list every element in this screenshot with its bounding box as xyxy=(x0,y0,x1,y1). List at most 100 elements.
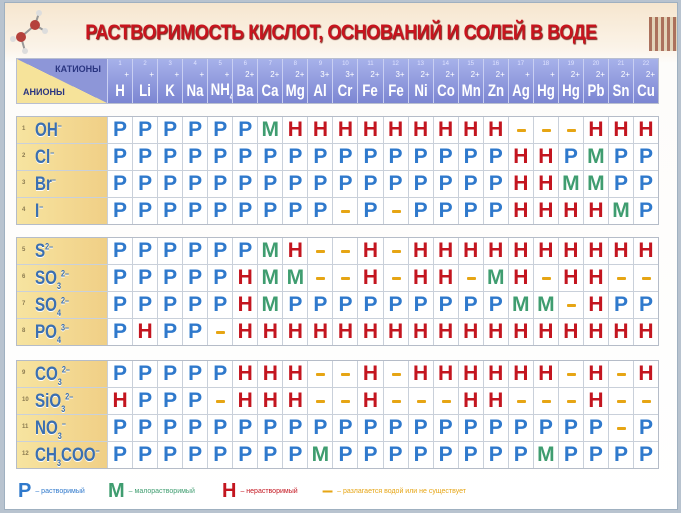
solubility-cell-soluble: P xyxy=(132,171,158,197)
anion-subscript: 3 xyxy=(56,457,61,468)
solubility-cell-soluble: P xyxy=(432,198,458,224)
table-row: 2 Cl– P P P P P P P P P P P P P P P P H H P M P P xyxy=(17,143,659,170)
anion-subscript: 3 xyxy=(61,403,66,414)
solubility-cell-insoluble: H xyxy=(432,319,458,345)
cation-index: 5 xyxy=(218,61,222,67)
solubility-cells: PPPPPHMMDDHDHHDMHDHHDD xyxy=(107,265,659,291)
anion-formula: SO42– xyxy=(35,295,69,318)
cation-charge: 2+ xyxy=(295,70,305,79)
anion-subscript: 3 xyxy=(57,430,62,441)
solubility-cell-insoluble: H xyxy=(632,319,659,345)
solubility-cell-insoluble: H xyxy=(432,117,458,143)
solubility-cell-slightly-soluble: M xyxy=(307,442,333,468)
anion-index: 11 xyxy=(22,424,29,430)
table-row: 4I–PPPPPPPPPDPDPPPPHHHHMP xyxy=(17,197,659,224)
solubility-cell-soluble: P xyxy=(207,144,233,170)
cation-index: 20 xyxy=(592,61,600,67)
solubility-cell-soluble: P xyxy=(307,198,333,224)
solubility-cell-insoluble: H xyxy=(582,238,608,264)
solubility-cell-soluble: P xyxy=(632,292,659,318)
solubility-cell-insoluble: H xyxy=(282,238,308,264)
cation-header-cell: 15 2+ Mn xyxy=(457,59,483,103)
cation-formula: Ag xyxy=(511,81,530,100)
cation-charge: + xyxy=(550,70,555,79)
anion-symbol: SiO xyxy=(35,391,62,412)
anion-index: 8 xyxy=(22,328,26,334)
anion-charge: – xyxy=(50,147,55,158)
cation-symbol: Na xyxy=(186,81,205,101)
solubility-cell-slightly-soluble: M xyxy=(282,265,308,291)
solubility-cell-soluble: P xyxy=(182,361,208,387)
legend-item-slightly-soluble: М – малорастворимый xyxy=(108,480,195,503)
solubility-cell-insoluble: H xyxy=(482,388,508,414)
anion-symbol: SO xyxy=(35,295,57,316)
solubility-cell-decomposes: D xyxy=(407,388,433,414)
cation-symbol: Mg xyxy=(286,81,305,101)
solubility-cell-soluble: P xyxy=(432,144,458,170)
solubility-cell-insoluble: H xyxy=(632,238,659,264)
solubility-cell-decomposes: D xyxy=(507,117,533,143)
solubility-cells: PPPPPPPPPPPPPPPPPPPPDP xyxy=(107,415,659,441)
cation-header-cell: 21 2+ Sn xyxy=(607,59,633,103)
solubility-cell-soluble: P xyxy=(232,442,258,468)
solubility-cell-insoluble: H xyxy=(582,319,608,345)
cation-charge: 2+ xyxy=(370,70,380,79)
solubility-cell-insoluble: H xyxy=(457,117,483,143)
legend-symbol: Н xyxy=(222,480,237,502)
solubility-cell-insoluble: H xyxy=(332,319,358,345)
anion-symbol: SO xyxy=(35,268,57,289)
solubility-cell-soluble: P xyxy=(132,198,158,224)
anion-charge: 2– xyxy=(61,364,70,375)
cation-index: 1 xyxy=(118,61,122,67)
cation-formula: H xyxy=(115,81,125,100)
solubility-cell-soluble: P xyxy=(232,171,258,197)
solubility-cell-soluble: P xyxy=(632,144,659,170)
solubility-cell-soluble: P xyxy=(132,442,158,468)
solubility-cell-soluble: P xyxy=(182,388,208,414)
solubility-cell-insoluble: H xyxy=(407,361,433,387)
solubility-cell-insoluble: H xyxy=(132,319,158,345)
cation-header-cell: 6 2+ Ba xyxy=(232,59,258,103)
anion-charge: 2– xyxy=(60,295,69,306)
solubility-cell-soluble: P xyxy=(182,171,208,197)
solubility-cells: PHPPDHHHHHHHHHHHHHHHHH xyxy=(107,319,659,345)
solubility-cell-soluble: P xyxy=(557,442,583,468)
solubility-cell-insoluble: H xyxy=(432,265,458,291)
solubility-cell-soluble: P xyxy=(382,442,408,468)
solubility-cell-soluble: P xyxy=(207,292,233,318)
solubility-cell-soluble: P xyxy=(157,361,183,387)
solubility-cell-soluble: P xyxy=(357,442,383,468)
solubility-cell-soluble: P xyxy=(457,144,483,170)
solubility-cell-insoluble: H xyxy=(407,117,433,143)
cation-charge: 2+ xyxy=(270,70,280,79)
cation-charge: 3+ xyxy=(320,70,330,79)
cation-index: 12 xyxy=(392,61,399,67)
anion-symbol: I xyxy=(35,201,40,222)
solubility-cell-insoluble: H xyxy=(507,238,533,264)
solubility-cells: PPPPPHHHDDHDHHHHHHDHDH xyxy=(107,361,659,387)
page-title: РАСТВОРИМОСТЬ КИСЛОТ, ОСНОВАНИЙ И СОЛЕЙ … xyxy=(85,21,597,44)
solubility-cell-decomposes: D xyxy=(207,388,233,414)
cation-header-cell: 5+NH4 xyxy=(207,59,233,103)
solubility-cell-insoluble: H xyxy=(232,319,258,345)
solubility-cell-soluble: P xyxy=(132,361,158,387)
solubility-cell-decomposes: D xyxy=(632,265,659,291)
solubility-cell-insoluble: H xyxy=(457,238,483,264)
solubility-cell-soluble: P xyxy=(582,415,608,441)
solubility-cell-insoluble: H xyxy=(232,292,258,318)
solubility-cell-soluble: P xyxy=(207,442,233,468)
solubility-cell-decomposes: D xyxy=(332,388,358,414)
solubility-cell-insoluble: H xyxy=(257,388,283,414)
solubility-cell-soluble: P xyxy=(357,171,383,197)
solubility-cell-insoluble: H xyxy=(557,265,583,291)
solubility-cell-insoluble: H xyxy=(507,361,533,387)
solubility-cell-insoluble: H xyxy=(357,361,383,387)
anion-formula: CO32– xyxy=(35,364,70,387)
solubility-cells: HPPPDHHHDDHDDDHHDDDHDD xyxy=(107,388,659,414)
solubility-cell-insoluble: H xyxy=(232,361,258,387)
solubility-cells: PPPPPPMHDDHDHHHHHHHHHH xyxy=(107,238,659,264)
cation-header-row: КАТИОНЫ АНИОНЫ 1+H2+Li3+K4+Na5+NH462+Ba7… xyxy=(16,58,659,104)
solubility-cell-soluble: P xyxy=(282,171,308,197)
solubility-cell-soluble: P xyxy=(357,144,383,170)
